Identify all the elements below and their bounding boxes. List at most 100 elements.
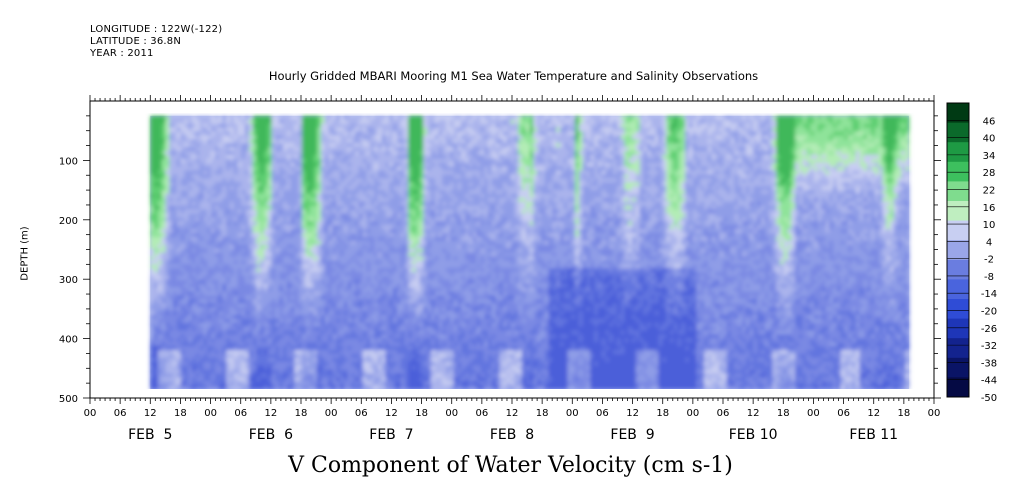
field-cell (264, 174, 269, 179)
field-cell (279, 353, 284, 359)
field-cell (290, 307, 296, 312)
field-cell (260, 373, 265, 378)
field-cell (347, 350, 352, 355)
field-cell (385, 213, 390, 218)
field-cell (290, 205, 296, 211)
field-cell (343, 303, 349, 308)
field-cell (157, 147, 163, 152)
field-cell (370, 197, 375, 203)
field-cell (328, 143, 333, 148)
field-cell (283, 115, 288, 121)
field-cell (271, 295, 277, 300)
field-cell (165, 244, 170, 250)
field-cell (313, 221, 318, 226)
field-cell (309, 268, 314, 273)
field-cell (214, 236, 220, 242)
field-cell (264, 248, 269, 254)
field-cell (248, 193, 254, 199)
field-cell (408, 147, 413, 152)
field-cell (302, 147, 307, 152)
field-cell (393, 318, 398, 324)
field-cell (370, 123, 375, 129)
field-cell (173, 361, 178, 367)
field-cell (393, 322, 398, 328)
field-cell (267, 291, 273, 296)
field-cell (245, 119, 250, 125)
field-cell (419, 186, 424, 191)
field-cell (214, 307, 220, 312)
field-cell (309, 314, 314, 320)
field-cell (184, 326, 189, 332)
field-cell (362, 244, 368, 250)
field-cell (267, 221, 273, 226)
field-cell (366, 264, 371, 269)
field-cell (294, 244, 299, 250)
field-cell (339, 256, 345, 261)
field-cell (176, 147, 182, 152)
field-cell (343, 166, 349, 172)
field-cell (408, 197, 413, 203)
field-cell (343, 248, 349, 254)
field-cell (184, 287, 189, 293)
field-cell (233, 166, 239, 172)
field-cell (260, 264, 265, 269)
field-cell (180, 268, 186, 273)
field-cell (408, 365, 413, 371)
field-cell (374, 342, 379, 347)
field-cell (169, 275, 174, 281)
field-cell (214, 182, 220, 187)
field-cell (377, 303, 383, 308)
field-cell (412, 369, 417, 375)
field-cell (317, 307, 322, 312)
field-cell (154, 252, 159, 257)
field-cell (165, 178, 170, 183)
field-cell (150, 115, 155, 121)
field-cell (226, 197, 231, 203)
field-cell (400, 322, 406, 328)
field-cell (218, 346, 223, 351)
field-cell (218, 279, 223, 285)
field-cell (154, 314, 159, 320)
field-cell (362, 342, 368, 347)
field-cell (214, 229, 220, 234)
field-cell (351, 295, 356, 300)
field-cell (237, 115, 242, 121)
field-cell (237, 131, 242, 136)
field-cell (241, 123, 246, 129)
field-cell (264, 295, 269, 300)
field-cell (176, 170, 182, 175)
field-cell (370, 260, 375, 265)
field-cell (252, 193, 258, 199)
field-cell (248, 174, 254, 179)
field-cell (176, 186, 182, 191)
field-cell (305, 275, 311, 281)
field-cell (343, 283, 349, 289)
field-cell (256, 357, 261, 363)
field-cell (264, 299, 269, 304)
field-cell (377, 260, 383, 265)
field-cell (229, 244, 235, 250)
field-cell (214, 193, 220, 199)
field-cell (199, 229, 204, 234)
field-cell (245, 193, 250, 199)
field-cell (385, 135, 390, 140)
field-cell (233, 260, 239, 265)
field-cell (366, 150, 371, 156)
field-cell (283, 385, 288, 389)
field-cell (324, 205, 330, 211)
field-cell (218, 225, 223, 230)
field-cell (233, 311, 239, 316)
field-cell (294, 357, 299, 363)
field-cell (188, 213, 193, 218)
field-cell (267, 170, 273, 175)
field-cell (393, 225, 398, 230)
field-cell (165, 279, 170, 285)
field-cell (165, 131, 170, 136)
field-cell (169, 260, 174, 265)
field-cell (389, 186, 394, 191)
field-cell (396, 174, 402, 179)
field-cell (264, 365, 269, 371)
field-cell (233, 170, 239, 175)
field-cell (256, 256, 261, 261)
field-cell (324, 217, 330, 222)
